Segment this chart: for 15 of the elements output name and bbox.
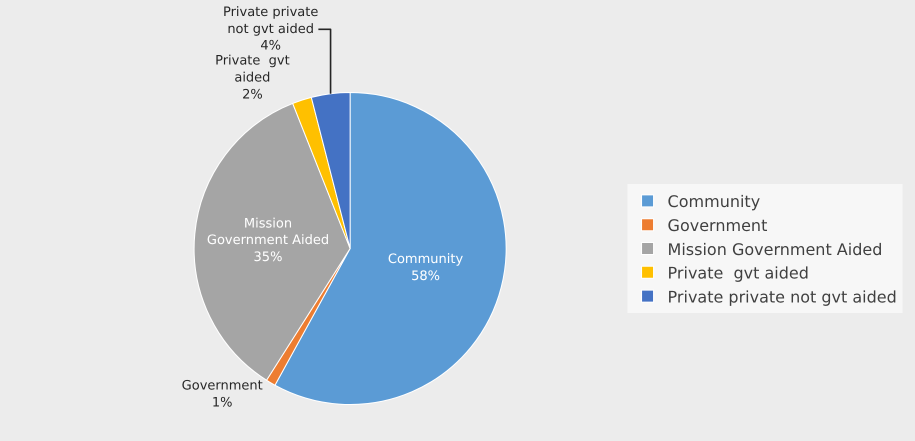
legend-label: Government — [668, 216, 768, 235]
slice-label: Government — [182, 378, 263, 394]
legend-label: Mission Government Aided — [668, 240, 882, 259]
slice-label: Mission Government Aided — [206, 216, 330, 248]
legend-label: Community — [668, 192, 760, 212]
slice-label: Private gvt aided — [215, 54, 290, 86]
slice-label: Community — [388, 252, 464, 267]
data-label: 1% — [212, 396, 233, 411]
data-label: 58% — [411, 268, 440, 284]
data-label: 35% — [254, 250, 282, 266]
data-label: 2% — [242, 87, 263, 102]
legend-label: Private private not gvt aided — [668, 287, 897, 306]
slice-label: Private private not gvt aided — [222, 4, 318, 37]
legend-label: Private gvt aided — [668, 264, 809, 283]
data-label: 4% — [260, 38, 281, 54]
